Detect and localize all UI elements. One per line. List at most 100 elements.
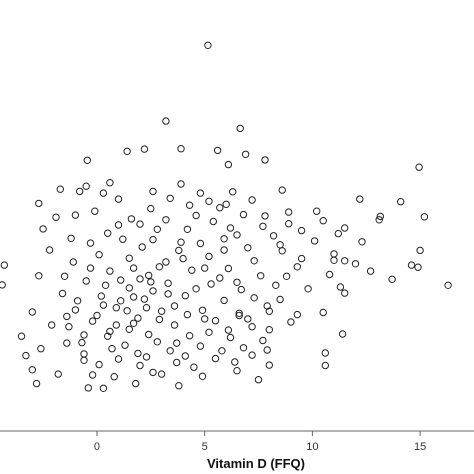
- data-point: [91, 207, 99, 215]
- data-point: [293, 263, 301, 271]
- data-point: [108, 345, 116, 353]
- data-point: [229, 188, 237, 196]
- data-point: [285, 220, 293, 228]
- data-point: [248, 351, 256, 359]
- data-point: [71, 306, 80, 314]
- data-point: [71, 211, 80, 219]
- data-point: [164, 279, 172, 287]
- data-point: [117, 297, 125, 305]
- data-point: [170, 302, 179, 310]
- data-point: [236, 124, 244, 133]
- data-point: [37, 345, 45, 353]
- data-point: [153, 225, 162, 234]
- data-point: [188, 266, 196, 274]
- data-point: [123, 147, 131, 156]
- data-point: [58, 289, 67, 298]
- data-point: [177, 238, 185, 246]
- data-point: [250, 294, 258, 302]
- data-point: [313, 207, 321, 215]
- x-tick-label: 0: [94, 441, 100, 453]
- data-point: [201, 315, 209, 323]
- x-axis-title: Vitamin D (FFQ): [207, 456, 305, 471]
- data-point: [231, 358, 239, 366]
- data-point: [147, 204, 155, 213]
- data-point: [248, 323, 256, 331]
- data-point: [104, 332, 112, 340]
- x-tick-label: 10: [306, 441, 318, 453]
- data-point: [76, 187, 84, 196]
- data-point: [239, 344, 248, 352]
- x-tick-label: 15: [414, 441, 426, 453]
- data-point: [32, 379, 41, 388]
- data-point: [330, 256, 338, 264]
- data-point: [99, 189, 108, 197]
- data-point: [106, 267, 114, 275]
- data-point: [80, 331, 88, 339]
- data-point: [226, 224, 235, 232]
- data-point: [205, 252, 213, 261]
- data-point: [201, 264, 209, 272]
- data-point: [95, 360, 103, 369]
- data-point: [132, 379, 140, 388]
- data-point: [233, 231, 241, 239]
- data-point: [185, 201, 194, 209]
- data-point: [82, 277, 90, 285]
- data-point: [157, 307, 166, 315]
- data-point: [338, 330, 347, 338]
- data-point: [28, 366, 36, 374]
- data-point: [336, 283, 345, 291]
- data-point: [181, 292, 190, 300]
- data-point: [177, 180, 185, 188]
- data-point: [104, 229, 112, 237]
- data-point: [259, 336, 267, 345]
- data-point: [261, 156, 269, 164]
- data-point: [175, 246, 183, 255]
- data-point: [106, 327, 114, 336]
- data-point: [356, 195, 364, 203]
- data-point: [205, 197, 213, 206]
- data-point: [140, 295, 149, 303]
- data-point: [88, 317, 97, 325]
- data-point: [407, 261, 416, 269]
- data-point: [414, 263, 422, 271]
- data-point: [183, 310, 192, 319]
- data-point: [129, 319, 138, 327]
- data-point: [155, 263, 164, 271]
- data-point: [220, 235, 228, 243]
- data-point: [179, 254, 187, 263]
- data-point: [54, 370, 62, 378]
- data-point: [321, 361, 329, 370]
- data-point: [325, 270, 334, 279]
- data-point: [60, 272, 69, 280]
- data-point: [254, 376, 263, 384]
- data-point: [265, 326, 273, 334]
- data-point: [63, 312, 71, 321]
- data-point: [166, 347, 174, 355]
- data-point: [121, 341, 129, 349]
- data-point: [83, 156, 92, 165]
- data-point: [265, 307, 273, 315]
- data-point: [192, 211, 200, 220]
- data-point: [287, 318, 295, 326]
- data-point: [244, 244, 252, 252]
- data-point: [278, 186, 286, 194]
- data-point: [84, 384, 93, 392]
- data-point: [319, 217, 327, 225]
- data-point: [147, 278, 155, 286]
- data-point: [257, 272, 265, 280]
- data-points: [0, 41, 452, 392]
- data-point: [45, 246, 54, 254]
- data-point: [56, 185, 64, 193]
- data-point: [250, 257, 258, 265]
- data-point: [397, 198, 405, 206]
- data-point: [63, 339, 71, 347]
- data-point: [149, 187, 157, 196]
- data-point: [183, 225, 192, 234]
- data-point: [80, 356, 88, 364]
- data-point: [198, 372, 207, 380]
- data-point: [175, 382, 183, 390]
- data-point: [220, 296, 228, 305]
- data-point: [136, 275, 144, 283]
- data-point: [321, 349, 329, 357]
